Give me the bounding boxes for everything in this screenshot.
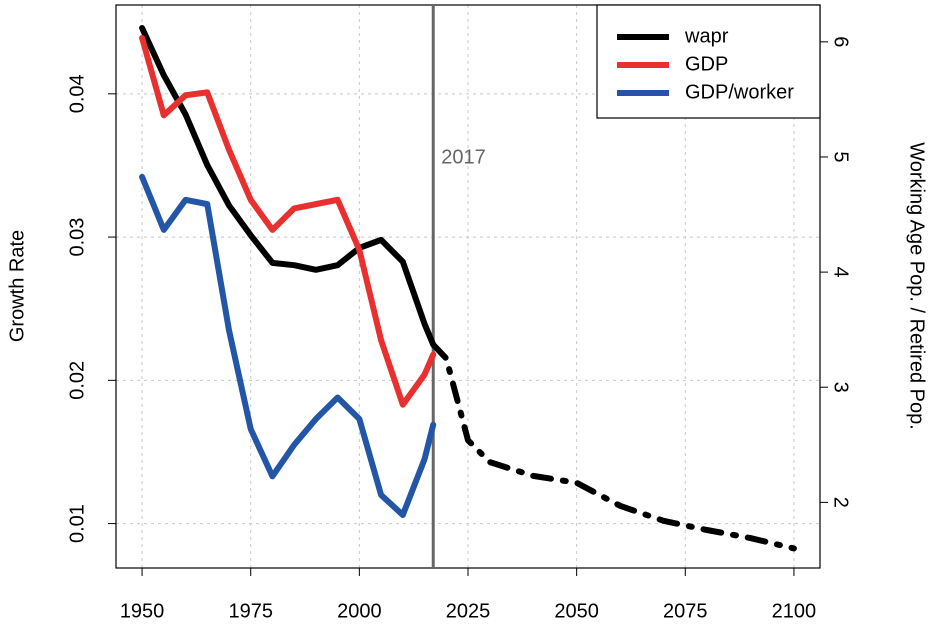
legend-label: GDP/worker — [685, 81, 794, 103]
y2-tick-label: 5 — [830, 151, 852, 162]
line-series — [139, 173, 437, 518]
plot-frame — [115, 4, 821, 569]
y-tick-label: 0.03 — [66, 218, 88, 257]
x-tick-label: 1950 — [120, 600, 165, 622]
y2-axis-label: Working Age Pop. / Retired Pop. — [906, 142, 928, 430]
legend-label: wapr — [684, 25, 729, 47]
legend-label: GDP — [685, 53, 728, 75]
y2-tick-label: 6 — [830, 36, 852, 47]
y2-tick-label: 2 — [830, 497, 852, 508]
line-series — [430, 341, 797, 552]
y-tick-label: 0.02 — [66, 361, 88, 400]
y-axis-label: Growth Rate — [6, 230, 28, 342]
y2-tick-label: 3 — [830, 382, 852, 393]
y-tick-label: 0.04 — [66, 74, 88, 113]
legend-box — [596, 4, 821, 119]
x-tick-label: 2000 — [337, 600, 382, 622]
vline-label: 2017 — [441, 146, 486, 168]
y-tick-label: 0.01 — [66, 504, 88, 543]
x-tick-label: 2025 — [446, 600, 491, 622]
x-tick-label: 2100 — [772, 600, 817, 622]
y2-tick-label: 4 — [830, 267, 852, 278]
x-tick-label: 2075 — [663, 600, 708, 622]
line-series — [139, 34, 437, 408]
x-tick-label: 2050 — [554, 600, 599, 622]
x-tick-label: 1975 — [228, 600, 273, 622]
line-series — [139, 25, 437, 348]
